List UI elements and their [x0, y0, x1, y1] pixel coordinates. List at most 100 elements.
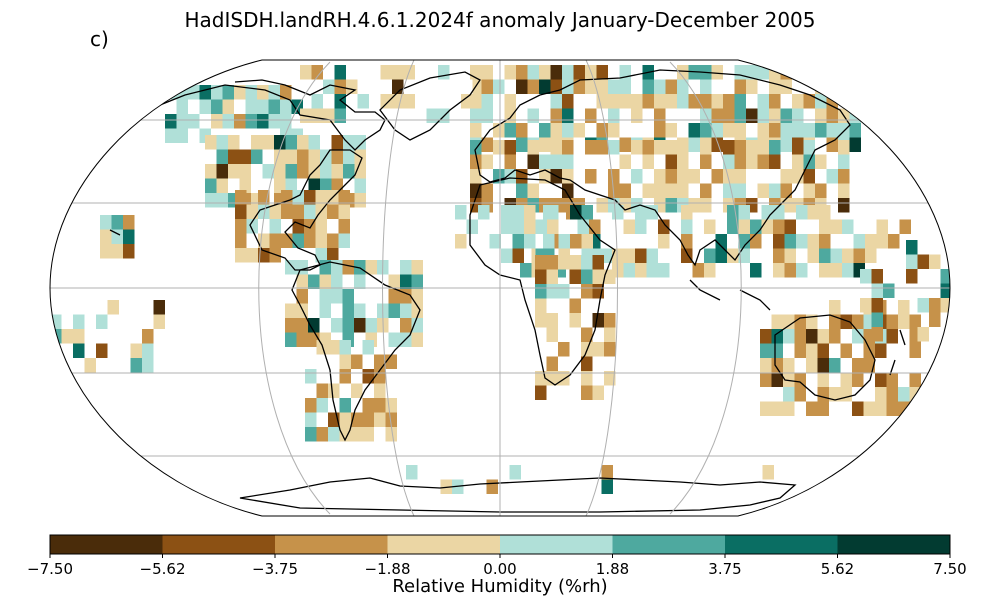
- anomaly-cell: [677, 79, 689, 94]
- anomaly-cell: [305, 412, 317, 427]
- anomaly-cell: [342, 260, 354, 275]
- anomaly-cell: [550, 108, 562, 123]
- anomaly-cell: [780, 169, 792, 184]
- anomaly-cell: [631, 108, 643, 123]
- anomaly-cell: [269, 204, 281, 219]
- anomaly-cell: [96, 343, 108, 358]
- map-title: HadISDH.landRH.4.6.1.2024f anomaly Janua…: [184, 8, 816, 32]
- anomaly-cell: [815, 65, 827, 80]
- anomaly-cell: [554, 263, 566, 278]
- anomaly-cell: [354, 193, 366, 208]
- anomaly-cell: [761, 205, 773, 220]
- anomaly-cell: [750, 234, 762, 249]
- anomaly-cell: [692, 263, 704, 278]
- anomaly-cell: [73, 343, 85, 358]
- anomaly-cell: [642, 140, 654, 155]
- anomaly-cell: [300, 65, 312, 80]
- anomaly-cell: [316, 398, 328, 413]
- anomaly-cell: [738, 219, 750, 234]
- anomaly-cell: [909, 329, 921, 344]
- anomaly-cell: [807, 248, 819, 263]
- anomaly-cell: [489, 234, 501, 249]
- anomaly-cell: [909, 401, 921, 416]
- anomaly-cell: [863, 329, 875, 344]
- anomaly-cell: [840, 387, 852, 402]
- colorbar-segment: [725, 535, 838, 554]
- anomaly-cell: [654, 198, 666, 213]
- anomaly-cell: [251, 135, 263, 150]
- anomaly-cell: [346, 79, 358, 94]
- anomaly-cell: [327, 248, 339, 263]
- anomaly-cell: [780, 123, 792, 138]
- anomaly-cell: [715, 248, 727, 263]
- anomaly-cell: [199, 85, 211, 100]
- anomaly-cell: [917, 298, 929, 313]
- colorbar-tick-label: −7.50: [27, 560, 73, 578]
- anomaly-cell: [665, 123, 677, 138]
- anomaly-cell: [826, 169, 838, 184]
- anomaly-cell: [281, 233, 293, 248]
- anomaly-cell: [569, 269, 581, 284]
- anomaly-cell: [245, 99, 257, 114]
- anomaly-cell: [546, 313, 558, 328]
- anomaly-cell: [216, 193, 228, 208]
- anomaly-cell: [577, 219, 589, 234]
- anomaly-cell: [516, 183, 528, 198]
- anomaly-cell: [886, 401, 898, 416]
- anomaly-cell: [257, 114, 269, 129]
- anomaly-cell: [343, 164, 355, 179]
- anomaly-cell: [886, 372, 898, 387]
- anomaly-cell: [331, 318, 343, 333]
- anomaly-cell: [246, 219, 258, 234]
- anomaly-cell: [569, 255, 581, 270]
- anomaly-cell: [96, 314, 108, 329]
- anomaly-cell: [535, 313, 547, 328]
- anomaly-cell: [470, 183, 482, 198]
- anomaly-cell: [481, 79, 493, 94]
- anomaly-cell: [738, 234, 750, 249]
- anomaly-cell: [315, 190, 327, 205]
- anomaly-cell: [246, 248, 258, 263]
- anomaly-cell: [898, 401, 910, 416]
- anomaly-cell: [875, 387, 887, 402]
- anomaly-cell: [746, 140, 758, 155]
- anomaly-cell: [876, 219, 888, 234]
- anomaly-cell: [677, 169, 689, 184]
- australia-coast: [774, 314, 876, 401]
- anomaly-cell: [339, 398, 351, 413]
- anomaly-cell: [817, 401, 829, 416]
- anomaly-cell: [700, 198, 712, 213]
- anomaly-cell: [619, 137, 631, 152]
- anomaly-cell: [258, 204, 270, 219]
- anomaly-cell: [235, 190, 247, 205]
- anomaly-cell: [400, 260, 412, 275]
- anomaly-cell: [297, 135, 309, 150]
- anomaly-cell: [315, 248, 327, 263]
- anomaly-cell: [838, 123, 850, 138]
- anomaly-cell: [604, 342, 616, 357]
- anomaly-cell: [642, 79, 654, 94]
- anomaly-cell: [342, 332, 354, 347]
- anomaly-cell: [512, 205, 524, 220]
- anomaly-cell: [262, 135, 274, 150]
- anomaly-cell: [830, 248, 842, 263]
- anomaly-cell: [760, 343, 772, 358]
- anomaly-cell: [642, 154, 654, 169]
- anomaly-cell: [769, 108, 781, 123]
- anomaly-cell: [388, 289, 400, 304]
- anomaly-cell: [853, 248, 865, 263]
- anomaly-cell: [331, 274, 343, 289]
- anomaly-cell: [455, 234, 467, 249]
- anomaly-cell: [875, 401, 887, 416]
- anomaly-cell: [111, 215, 123, 230]
- anomaly-cell: [558, 342, 570, 357]
- anomaly-cell: [596, 123, 608, 138]
- anomaly-cell: [258, 233, 270, 248]
- anomaly-cell: [596, 94, 608, 109]
- anomaly-cell: [562, 108, 574, 123]
- anomaly-cell: [535, 255, 547, 270]
- anomaly-cell: [342, 318, 354, 333]
- anomaly-cell: [130, 343, 142, 358]
- anomaly-cell: [773, 205, 785, 220]
- anomaly-cell: [304, 219, 316, 234]
